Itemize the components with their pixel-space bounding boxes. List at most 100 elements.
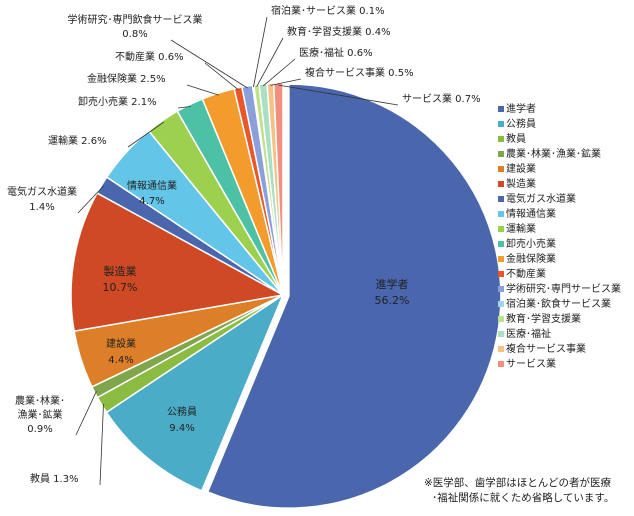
legend-swatch-13	[498, 301, 504, 307]
slice-label-12-line-1: 0.8%	[122, 29, 147, 40]
slice-label-3-line-1: 漁業･鉱業	[18, 408, 63, 421]
leader-line-3	[75, 391, 97, 436]
slice-label-16: 複合サービス事業 0.5%	[305, 66, 414, 79]
slice-label-13-line-0: 宿泊業･サービス業 0.1%	[271, 4, 385, 17]
legend-swatch-15	[498, 331, 504, 337]
slice-label-3: 農業･林業･漁業･鉱業 0.9%	[15, 394, 65, 435]
legend-swatch-6	[498, 196, 504, 202]
slice-label-9: 卸売小売業 2.1%	[78, 95, 157, 108]
legend-label-13: 宿泊業･飲食サービス業	[506, 297, 611, 310]
legend-label-9: 卸売小売業	[506, 237, 556, 250]
slice-label-1: 公務員 9.4%	[167, 405, 197, 434]
leader-line-11	[204, 62, 239, 91]
slice-label-6-line-1: 1.4%	[29, 202, 54, 213]
legend-swatch-16	[498, 346, 504, 352]
slice-label-16-line-0: 複合サービス事業 0.5%	[305, 66, 414, 79]
legend-label-4: 建設業	[506, 162, 536, 175]
legend-label-14: 教育･学習支援業	[506, 312, 581, 325]
slice-label-4: 建設業 4.4%	[106, 337, 136, 366]
legend-label-11: 不動産業	[506, 267, 546, 280]
slice-label-11: 不動産業 0.6%	[115, 50, 184, 63]
slice-label-13: 宿泊業･サービス業 0.1%	[271, 4, 385, 17]
slice-label-9-line-0: 卸売小売業 2.1%	[78, 95, 157, 108]
legend-label-0: 進学者	[506, 102, 536, 115]
legend-swatch-9	[498, 241, 504, 247]
legend-swatch-4	[498, 166, 504, 172]
legend-swatch-3	[498, 151, 504, 157]
leader-line-8	[127, 121, 165, 148]
slice-label-4-line-0: 建設業	[106, 337, 136, 350]
slice-label-2: 教員 1.3%	[30, 472, 79, 485]
slice-label-5-line-0: 製造業	[104, 264, 137, 278]
slice-label-1-line-0: 公務員	[167, 405, 197, 418]
slice-label-14: 教育･学習支援業 0.4%	[287, 25, 391, 38]
legend-swatch-7	[498, 211, 504, 217]
slice-label-14-line-0: 教育･学習支援業 0.4%	[287, 25, 391, 38]
slice-label-0-line-1: 56.2%	[375, 294, 410, 307]
slice-label-3-line-0: 農業･林業･	[15, 394, 65, 407]
slice-label-5-line-1: 10.7%	[103, 281, 138, 294]
legend-swatch-5	[498, 181, 504, 187]
slice-label-8-line-0: 運輸業 2.6%	[48, 134, 107, 147]
legend-swatch-8	[498, 226, 504, 232]
slice-label-15-line-0: 医療･福祉 0.6%	[299, 46, 373, 59]
footnote-line-2: ･福祉関係に就くため省略しています。	[432, 492, 615, 504]
pie-slice-5	[70, 192, 286, 333]
leader-line-6	[77, 185, 104, 214]
leader-line-15	[262, 58, 296, 87]
legend-label-17: サービス業	[506, 357, 556, 370]
slice-label-15: 医療･福祉 0.6%	[299, 46, 373, 59]
leader-line-10	[186, 84, 219, 96]
leader-line-17	[278, 84, 399, 106]
slice-label-0-line-0: 進学者	[376, 277, 409, 291]
pie-slice-1	[105, 293, 285, 492]
pie-slice-0	[206, 83, 502, 509]
legend-swatch-0	[498, 106, 504, 112]
slice-label-12-line-0: 学術研究･専門飲食サービス業	[68, 13, 203, 26]
legend-label-12: 学術研究･専門サービス業	[506, 282, 621, 295]
slice-label-3-line-2: 0.9%	[27, 424, 52, 435]
slice-label-7-line-1: 4.7%	[139, 196, 164, 207]
slice-label-8: 運輸業 2.6%	[48, 134, 107, 147]
legend-label-1: 公務員	[506, 117, 536, 130]
legend-swatch-12	[498, 286, 504, 292]
slice-label-17: サービス業 0.7%	[402, 92, 481, 105]
legend-swatch-11	[498, 271, 504, 277]
leader-line-14	[256, 37, 284, 87]
slice-label-4-line-1: 4.4%	[108, 355, 133, 366]
legend-label-3: 農業･林業･漁業･鉱業	[506, 147, 601, 160]
slice-label-17-line-0: サービス業 0.7%	[402, 92, 481, 105]
leader-line-16	[270, 78, 302, 86]
legend-label-6: 電気ガス水道業	[506, 192, 576, 205]
legend-swatch-1	[498, 121, 504, 127]
slice-label-12: 学術研究･専門飲食サービス業 0.8%	[68, 13, 203, 40]
legend-label-2: 教員	[506, 132, 526, 145]
slice-label-10: 金融保険業 2.5%	[87, 72, 166, 85]
slice-label-7-line-0: 情報通信業	[127, 179, 177, 192]
slice-label-11-line-0: 不動産業 0.6%	[115, 50, 184, 63]
legend-label-7: 情報通信業	[506, 207, 556, 220]
footnote: ※医学部、歯学部はほとんどの者が医療 ･福祉関係に就くため省略しています。	[424, 476, 614, 506]
slice-label-10-line-0: 金融保険業 2.5%	[87, 72, 166, 85]
legend-label-15: 医療･福祉	[506, 327, 551, 340]
legend-swatch-10	[498, 256, 504, 262]
legend-label-5: 製造業	[506, 177, 536, 190]
slice-label-6: 電気ガス水道業 1.4%	[7, 185, 77, 213]
slice-label-1-line-1: 9.4%	[169, 423, 194, 434]
slice-label-6-line-0: 電気ガス水道業	[7, 185, 77, 198]
leader-line-2	[99, 403, 104, 486]
slice-label-5: 製造業 10.7%	[103, 264, 138, 294]
footnote-line-1: ※医学部、歯学部はほとんどの者が医療	[424, 477, 611, 489]
legend-label-16: 複合サービス事業	[506, 342, 586, 355]
leader-line-13	[253, 16, 268, 88]
leader-line-12	[170, 39, 248, 89]
slice-label-7: 情報通信業 4.7%	[127, 179, 177, 207]
legend-label-8: 運輸業	[506, 222, 536, 235]
legend-label-10: 金融保険業	[506, 252, 556, 265]
legend-swatch-14	[498, 316, 504, 322]
legend-swatch-17	[498, 361, 504, 367]
slice-label-0: 進学者 56.2%	[375, 277, 410, 307]
legend-swatch-2	[498, 136, 504, 142]
leader-line-9	[177, 106, 191, 109]
